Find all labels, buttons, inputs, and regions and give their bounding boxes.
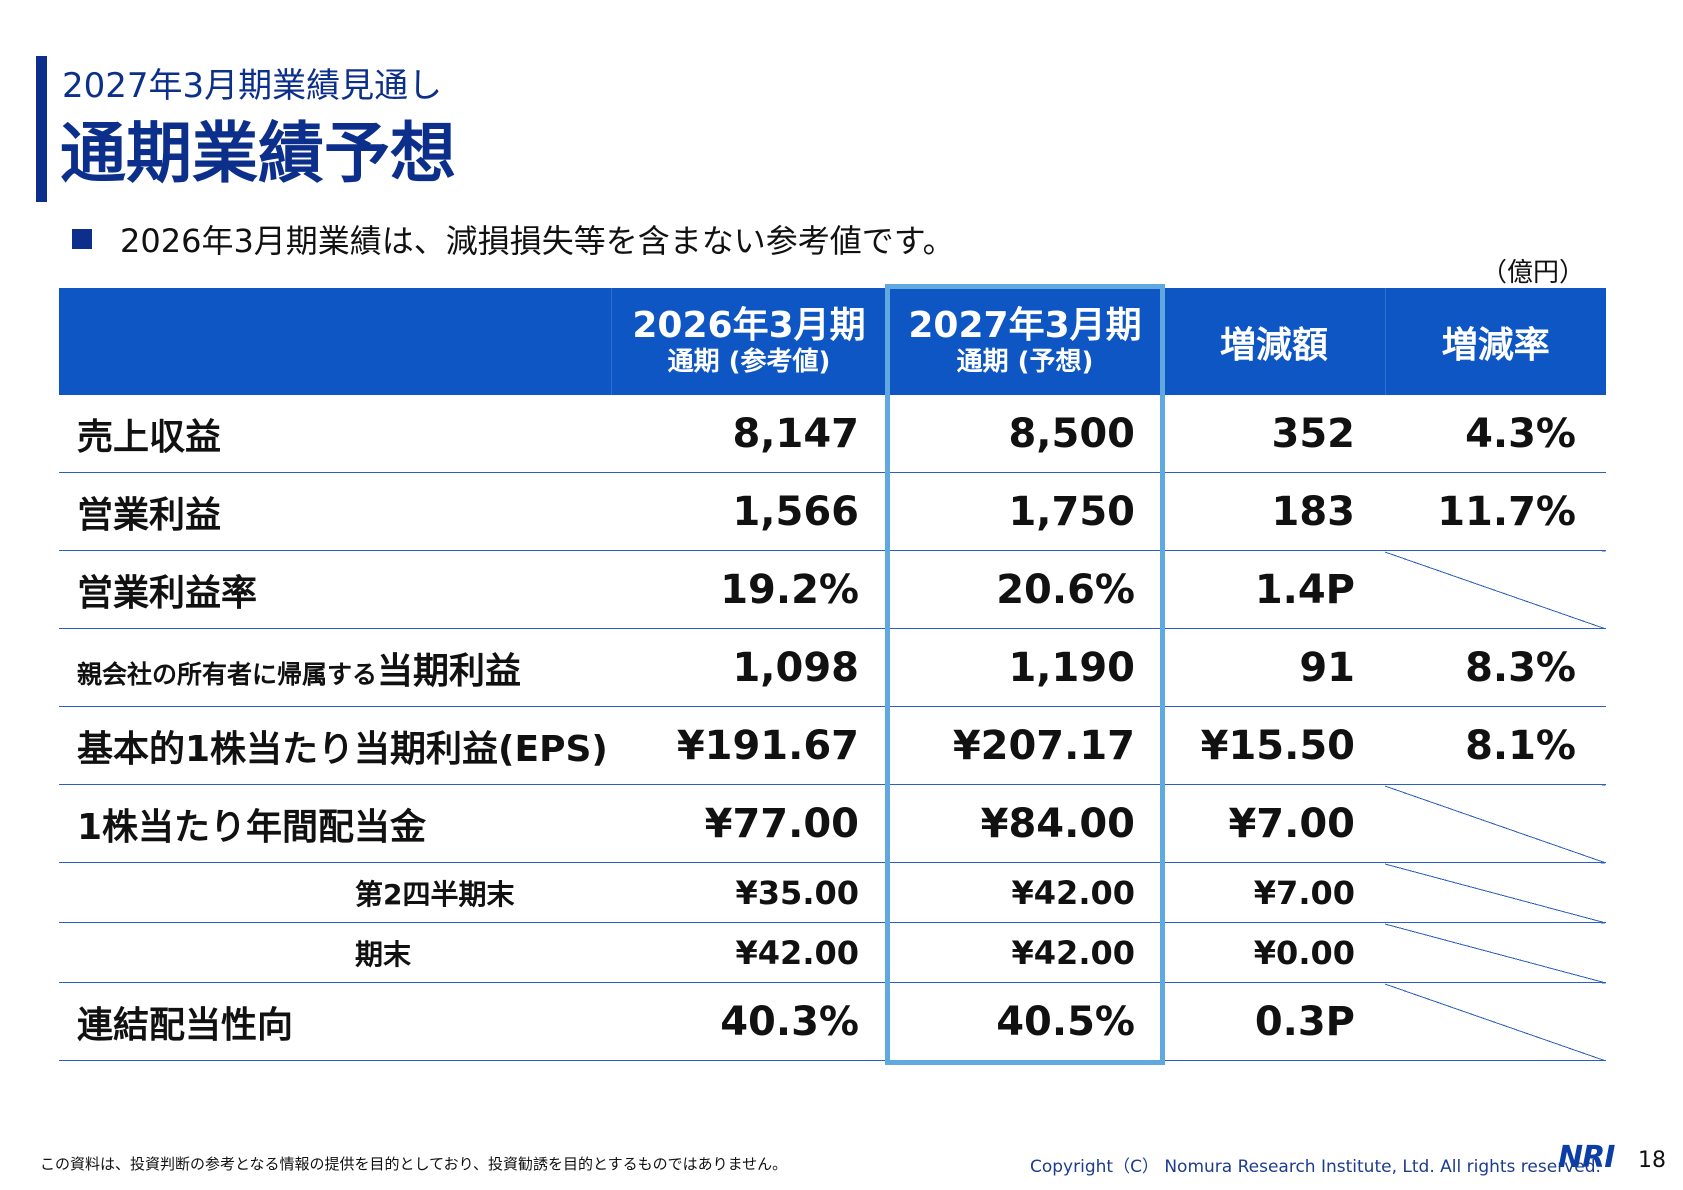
- value-diff: ¥0.00: [1163, 922, 1385, 983]
- row-label: 基本的1株当たり当期利益(EPS): [59, 706, 611, 785]
- note-text: 2026年3月期業績は、減損損失等を含まない参考値です。: [120, 222, 955, 260]
- table-row: 連結配当性向 40.3% 40.5% 0.3P: [59, 982, 1606, 1061]
- value-diff: ¥15.50: [1163, 706, 1385, 785]
- table-row: 親会社の所有者に帰属する当期利益 1,098 1,190 91 8.3%: [59, 628, 1606, 707]
- rate-not-applicable: [1385, 550, 1606, 629]
- value-diff: ¥7.00: [1163, 784, 1385, 863]
- value-fy2026: ¥77.00: [611, 784, 887, 863]
- value-fy2026: ¥191.67: [611, 706, 887, 785]
- value-diff: 352: [1163, 395, 1385, 473]
- row-label: 第2四半期末: [59, 862, 611, 923]
- rate-not-applicable: [1385, 784, 1606, 863]
- value-fy2027: ¥42.00: [887, 922, 1163, 983]
- header-diff: 増減額: [1162, 288, 1385, 395]
- value-diff: 1.4P: [1163, 550, 1385, 629]
- title-accent-bar: [36, 56, 47, 202]
- nri-logo: NRI: [1558, 1140, 1615, 1175]
- value-diff: ¥7.00: [1163, 862, 1385, 923]
- value-fy2026: ¥42.00: [611, 922, 887, 983]
- row-label: 売上収益: [59, 395, 611, 473]
- table-row: 期末 ¥42.00 ¥42.00 ¥0.00: [59, 922, 1606, 983]
- rate-not-applicable: [1385, 982, 1606, 1061]
- value-fy2026: 19.2%: [611, 550, 887, 629]
- row-label: 期末: [59, 922, 611, 983]
- value-fy2027: 20.6%: [887, 550, 1163, 629]
- table-row: 営業利益率 19.2% 20.6% 1.4P: [59, 550, 1606, 629]
- value-fy2026: ¥35.00: [611, 862, 887, 923]
- header-fy2027: 2027年3月期 通期 (予想): [886, 288, 1163, 395]
- value-fy2027: 40.5%: [887, 982, 1163, 1061]
- table-row: 売上収益 8,147 8,500 352 4.3%: [59, 395, 1606, 473]
- table-row: 1株当たり年間配当金 ¥77.00 ¥84.00 ¥7.00: [59, 784, 1606, 863]
- value-fy2027: ¥42.00: [887, 862, 1163, 923]
- row-label-main: 当期利益: [377, 650, 522, 692]
- rate-not-applicable: [1385, 922, 1606, 983]
- value-fy2026: 1,098: [611, 628, 887, 707]
- value-fy2027: 8,500: [887, 395, 1163, 473]
- value-fy2027: ¥207.17: [887, 706, 1163, 785]
- table-row: 第2四半期末 ¥35.00 ¥42.00 ¥7.00: [59, 862, 1606, 923]
- rate-not-applicable: [1385, 862, 1606, 923]
- square-bullet-icon: [72, 229, 92, 249]
- row-label: 連結配当性向: [59, 982, 611, 1061]
- value-fy2027: 1,190: [887, 628, 1163, 707]
- note: 2026年3月期業績は、減損損失等を含まない参考値です。: [72, 216, 955, 262]
- forecast-table: 2026年3月期 通期 (参考値) 2027年3月期 通期 (予想) 増減額 増…: [59, 288, 1606, 1061]
- disclaimer: この資料は、投資判断の参考となる情報の提供を目的としており、投資勧誘を目的とする…: [40, 1155, 788, 1173]
- header-fy2026: 2026年3月期 通期 (参考値): [610, 288, 887, 395]
- row-label: 営業利益率: [59, 550, 611, 629]
- row-label: 1株当たり年間配当金: [59, 784, 611, 863]
- table-row: 基本的1株当たり当期利益(EPS) ¥191.67 ¥207.17 ¥15.50…: [59, 706, 1606, 785]
- page-number: 18: [1638, 1148, 1666, 1173]
- value-diff: 0.3P: [1163, 982, 1385, 1061]
- value-fy2027: 1,750: [887, 472, 1163, 551]
- page-title: 通期業績予想: [60, 115, 456, 192]
- header-rate: 増減率: [1384, 288, 1606, 395]
- value-fy2026: 8,147: [611, 395, 887, 473]
- value-diff: 91: [1163, 628, 1385, 707]
- page-subtitle: 2027年3月期業績見通し: [62, 66, 443, 106]
- value-diff: 183: [1163, 472, 1385, 551]
- value-fy2026: 40.3%: [611, 982, 887, 1061]
- unit-label: （億円）: [1480, 258, 1585, 288]
- value-rate: 11.7%: [1385, 472, 1606, 551]
- value-rate: 8.3%: [1385, 628, 1606, 707]
- table-row: 営業利益 1,566 1,750 183 11.7%: [59, 472, 1606, 551]
- row-label: 営業利益: [59, 472, 611, 551]
- row-label-prefix: 親会社の所有者に帰属する: [77, 659, 378, 689]
- copyright: Copyright（C） Nomura Research Institute, …: [1030, 1157, 1601, 1177]
- value-fy2026: 1,566: [611, 472, 887, 551]
- row-label: 親会社の所有者に帰属する当期利益: [59, 628, 611, 707]
- header-empty: [59, 288, 611, 395]
- table-header-row: 2026年3月期 通期 (参考値) 2027年3月期 通期 (予想) 増減額 増…: [59, 288, 1606, 395]
- value-fy2027: ¥84.00: [887, 784, 1163, 863]
- value-rate: 4.3%: [1385, 395, 1606, 473]
- value-rate: 8.1%: [1385, 706, 1606, 785]
